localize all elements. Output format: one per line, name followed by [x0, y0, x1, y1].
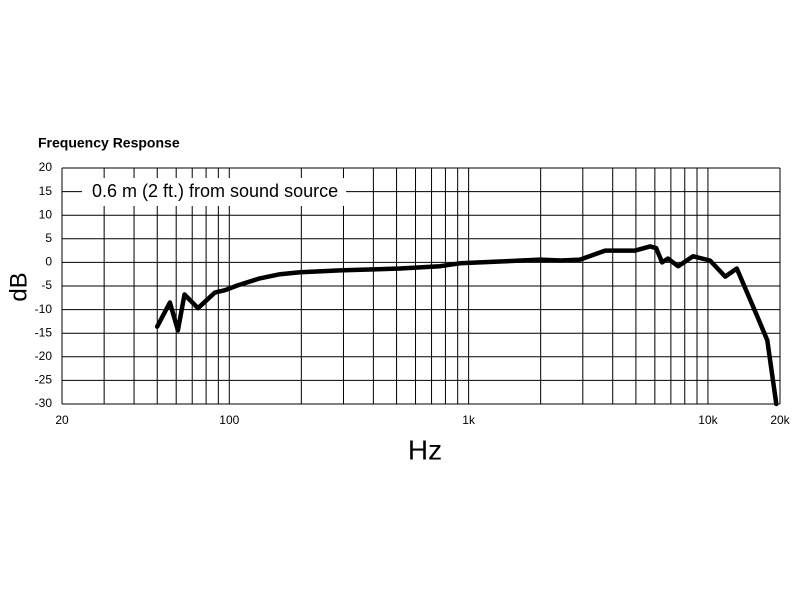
y-tick-label: 5: [45, 231, 52, 245]
y-tick-label: -25: [35, 373, 53, 387]
x-tick-label: 100: [219, 413, 239, 427]
x-tick-label: 1k: [462, 413, 476, 427]
y-tick-label: -15: [35, 325, 53, 339]
x-tick-label: 20k: [770, 413, 790, 427]
y-tick-label: -10: [35, 302, 53, 316]
x-axis-label: Hz: [408, 434, 442, 465]
y-tick-label: -20: [35, 349, 53, 363]
response-curve: [154, 244, 779, 407]
y-tick-label: 0: [45, 255, 52, 269]
chart-title: Frequency Response: [38, 135, 180, 151]
x-tick-label: 20: [55, 413, 69, 427]
y-tick-label: -30: [35, 396, 53, 410]
y-tick-label: 10: [39, 207, 53, 221]
x-tick-label: 10k: [698, 413, 718, 427]
y-tick-label: 15: [39, 184, 53, 198]
annotation-background: [82, 178, 347, 206]
y-axis-label: dB: [5, 272, 32, 301]
y-tick-label: -5: [41, 278, 52, 292]
y-tick-label: 20: [39, 160, 53, 174]
annotation: 0.6 m (2 ft.) from sound source: [92, 181, 338, 201]
